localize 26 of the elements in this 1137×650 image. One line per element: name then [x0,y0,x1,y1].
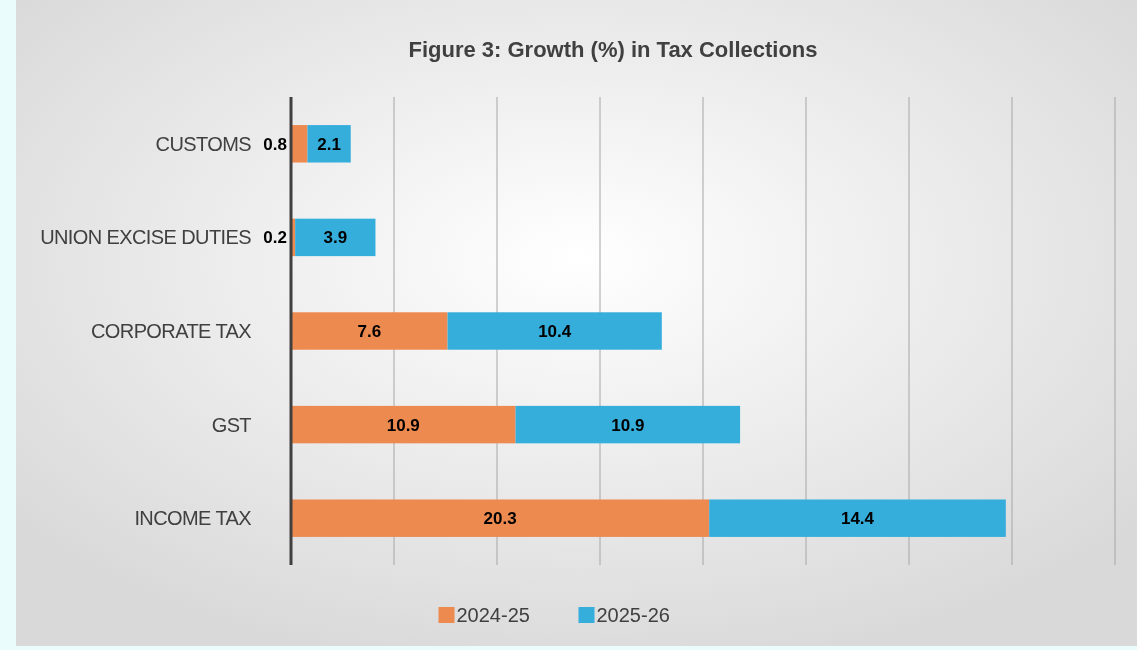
y-tick-label: GST [211,413,252,436]
y-tick-label: CUSTOMS [155,132,252,155]
bar [709,499,1006,537]
y-tick-label: CORPORATE TAX [90,320,252,342]
bar [515,405,741,444]
bar [291,499,710,537]
y-tick-label: UNION EXCISE DUTIES [40,226,252,249]
data-label: 0.2 [263,228,287,248]
bar [295,218,376,257]
legend-label: 2024-25 [456,604,530,626]
data-label: 10.9 [386,415,420,435]
legend-label: 2025-26 [596,604,670,626]
y-tick-label: INCOME TAX [134,507,252,530]
bar [447,312,662,350]
data-label: 10.9 [611,415,645,435]
bar [291,405,516,444]
data-label: 14.4 [840,509,875,529]
chart-title: Figure 3: Growth (%) in Tax Collections [408,37,818,62]
data-label: 7.6 [357,321,382,341]
data-label: 20.3 [483,509,517,529]
data-label: 2.1 [317,134,341,154]
data-label: 10.4 [538,321,572,341]
bar [291,312,448,350]
bar [307,125,351,163]
data-label: 0.8 [263,134,287,154]
data-label: 3.9 [323,228,348,248]
